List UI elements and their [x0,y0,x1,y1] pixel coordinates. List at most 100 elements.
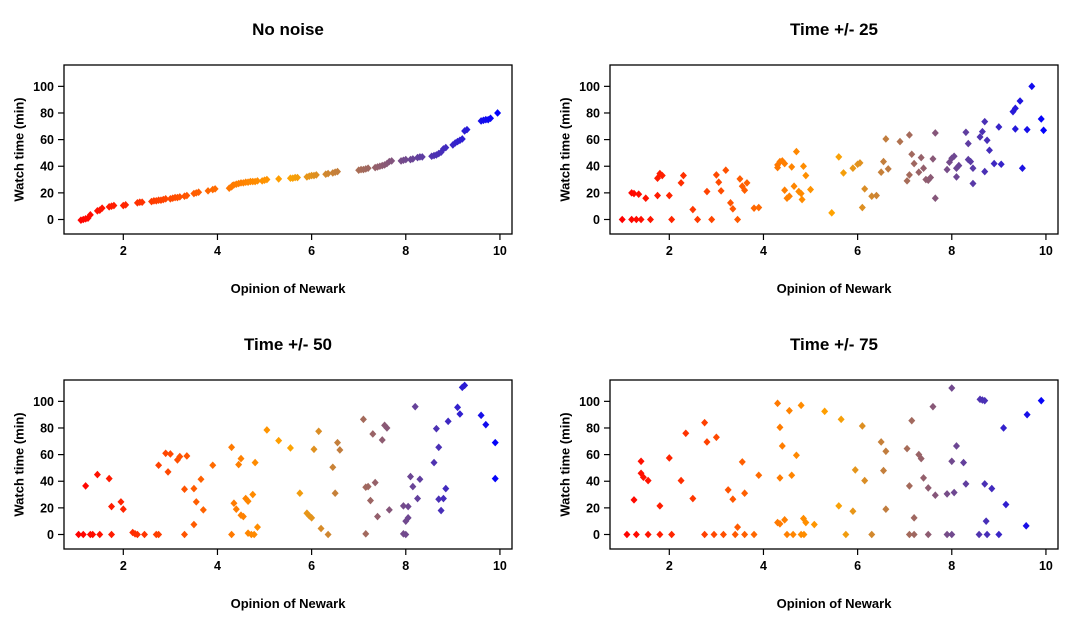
x-tick-label: 2 [666,559,673,573]
scatter-point [1023,125,1031,134]
scatter-point [729,495,737,504]
scatter-point [903,444,911,453]
scatter-point [630,496,638,504]
scatter-point [190,520,198,529]
scatter-point [317,524,325,533]
scatter-point [703,438,711,446]
y-tick-label: 40 [40,160,54,174]
scatter-point [430,458,438,467]
y-axis-label: Watch time (min) [557,97,573,202]
scatter-point [931,194,939,202]
scatter-point [237,454,245,463]
scatter-point [964,155,972,164]
scatter-point [364,164,372,173]
data-points [623,384,1045,539]
x-tick-label: 4 [760,559,767,573]
scatter-point [736,175,744,183]
x-tick-label: 10 [1039,559,1053,573]
scatter-point [750,530,758,539]
scatter-point [868,530,876,539]
scatter-point [789,530,797,539]
scatter-point [658,171,666,180]
scatter-point [414,494,422,503]
scatter-point [835,153,843,161]
y-tick-label: 20 [40,186,54,200]
y-tick-label: 20 [586,501,600,515]
scatter-point [656,169,664,178]
scatter-point [439,494,447,503]
scatter-point [943,530,951,539]
scatter-point [439,145,447,153]
scatter-point [797,189,805,198]
scatter-point [750,204,758,212]
plot-box [609,379,1059,550]
scatter-point [774,399,782,408]
scatter-point [727,199,735,207]
scatter-point [952,173,960,181]
scatter-point [689,494,697,503]
scatter-point [948,530,956,539]
scatter-point [962,128,970,137]
scatter-point [882,447,890,456]
scatter-point [108,502,116,511]
scatter-point [903,177,911,185]
scatter-point [644,476,652,485]
scatter-point [917,153,925,162]
scatter-point [374,512,382,521]
y-axis-label: Watch time (min) [11,412,27,517]
y-tick-label: 100 [579,395,600,409]
scatter-point [315,427,323,436]
panel-title: Time +/- 25 [789,20,879,39]
scatter-point [880,157,888,166]
scatter-point [402,155,410,164]
scatter-point [884,165,892,173]
scatter-point [981,167,989,176]
scatter-point [741,489,749,498]
scatter-point [275,175,283,183]
scatter-point [924,484,932,492]
x-tick-label: 2 [666,244,673,258]
scatter-point [948,457,956,466]
scatter-point [197,475,205,484]
scatter-point [982,517,990,525]
scatter-point [689,205,697,214]
scatter-point [835,502,843,510]
scatter-point [910,514,918,522]
scatter-point [456,410,464,418]
scatter-point [708,215,716,224]
scatter-point [995,123,1003,131]
panel-title: Time +/- 75 [789,335,879,354]
scatter-point [454,403,462,412]
scatter-point [164,468,172,476]
scatter-point [275,436,283,445]
scatter-point [854,160,862,169]
scatter-point [122,201,130,209]
scatter-point [950,488,958,497]
scatter-point [1002,500,1010,509]
scatter-point [162,195,170,203]
scatter-point [442,143,450,152]
scatter-point [917,454,925,463]
scatter-point [1016,97,1024,105]
scatter-point [437,506,445,515]
scatter-point [776,474,784,482]
scatter-point [722,166,730,175]
scatter-point [868,192,876,200]
scatter-point [263,426,271,434]
scatter-point [948,384,956,392]
x-axis-label: Opinion of Newark [230,281,346,296]
y-tick-label: 60 [586,133,600,147]
scatter-point [962,480,970,488]
panel-title: No noise [252,20,324,39]
scatter-point [618,215,626,224]
scatter-point [378,436,386,444]
scatter-point [435,443,443,452]
scatter-point [388,157,396,165]
data-points [77,109,502,224]
scatter-point [810,520,818,529]
scatter-point [86,211,94,219]
scatter-point [719,530,727,539]
scatter-point [877,168,885,177]
x-tick-label: 8 [948,244,955,258]
